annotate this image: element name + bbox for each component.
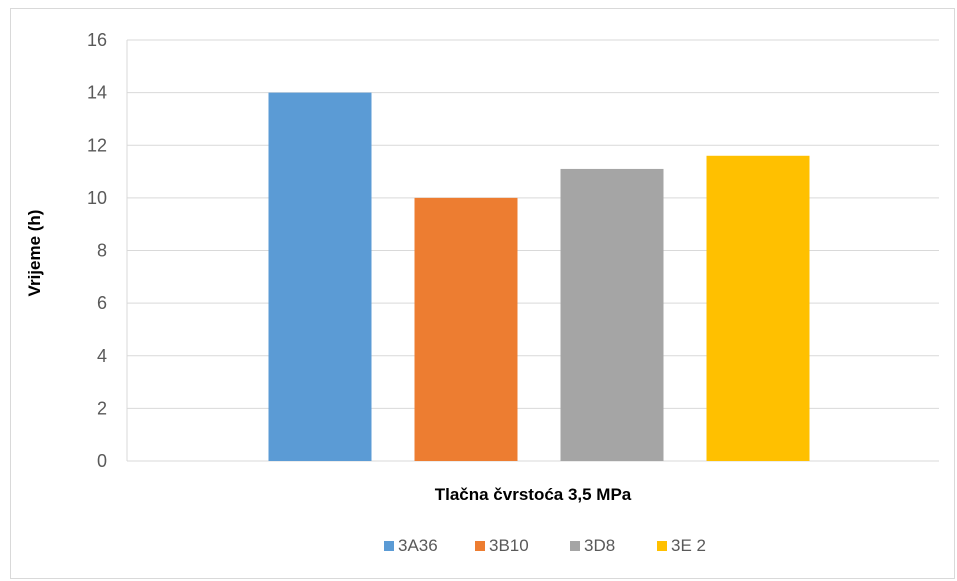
legend-swatch bbox=[657, 541, 667, 551]
bar-3e2 bbox=[706, 155, 810, 461]
bar-3a36 bbox=[268, 92, 372, 461]
legend-label: 3B10 bbox=[489, 536, 529, 555]
y-tick-labels: 0 2 4 6 8 10 12 14 16 bbox=[87, 30, 107, 471]
y-tick-label: 10 bbox=[87, 188, 107, 208]
legend-swatch bbox=[384, 541, 394, 551]
legend-label: 3D8 bbox=[584, 536, 615, 555]
bar-3d8 bbox=[560, 168, 664, 461]
legend: 3A36 3B10 3D8 3E 2 bbox=[384, 536, 706, 555]
y-tick-label: 12 bbox=[87, 135, 107, 155]
bar-3b10 bbox=[414, 197, 518, 461]
legend-swatch bbox=[570, 541, 580, 551]
legend-label: 3E 2 bbox=[671, 536, 706, 555]
y-axis-title: Vrijeme (h) bbox=[25, 210, 44, 297]
y-tick-label: 4 bbox=[97, 346, 107, 366]
legend-swatch bbox=[475, 541, 485, 551]
y-tick-label: 0 bbox=[97, 451, 107, 471]
gridlines bbox=[126, 39, 939, 462]
y-tick-label: 2 bbox=[97, 398, 107, 418]
y-tick-label: 16 bbox=[87, 30, 107, 50]
legend-label: 3A36 bbox=[398, 536, 438, 555]
x-axis-title: Tlačna čvrstoća 3,5 MPa bbox=[435, 485, 632, 504]
bars bbox=[268, 92, 810, 461]
y-tick-label: 6 bbox=[97, 293, 107, 313]
y-tick-label: 8 bbox=[97, 241, 107, 261]
y-tick-label: 14 bbox=[87, 83, 107, 103]
